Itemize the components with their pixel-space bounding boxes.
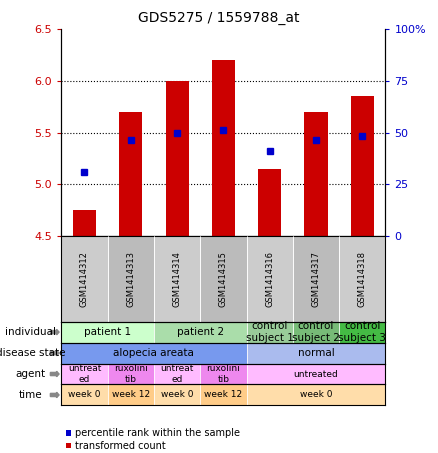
Text: GSM1414317: GSM1414317: [311, 251, 321, 307]
Bar: [119, 112, 142, 236]
Text: patient 2: patient 2: [177, 327, 224, 337]
Text: week 0: week 0: [68, 390, 101, 400]
Text: ruxolini
tib: ruxolini tib: [114, 364, 148, 384]
Text: GSM1414318: GSM1414318: [358, 251, 367, 307]
Text: GDS5275 / 1559788_at: GDS5275 / 1559788_at: [138, 11, 300, 25]
Bar: [258, 169, 281, 236]
Text: untreat
ed: untreat ed: [68, 364, 101, 384]
Text: GSM1414312: GSM1414312: [80, 251, 89, 307]
Bar: [351, 96, 374, 236]
Text: transformed count: transformed count: [75, 441, 166, 451]
Text: ruxolini
tib: ruxolini tib: [206, 364, 240, 384]
Text: untreated: untreated: [293, 370, 339, 379]
Text: control
subject 3: control subject 3: [338, 321, 386, 343]
Text: week 12: week 12: [112, 390, 150, 400]
Bar: [166, 81, 189, 236]
Text: individual: individual: [5, 327, 56, 337]
Text: disease state: disease state: [0, 348, 65, 358]
Text: control
subject 2: control subject 2: [292, 321, 340, 343]
Bar: [304, 112, 328, 236]
Bar: [73, 210, 96, 236]
Text: normal: normal: [297, 348, 334, 358]
Text: week 0: week 0: [161, 390, 193, 400]
Text: GSM1414316: GSM1414316: [265, 251, 274, 307]
Text: patient 1: patient 1: [84, 327, 131, 337]
Text: week 12: week 12: [204, 390, 243, 400]
Bar: [212, 60, 235, 236]
Text: control
subject 1: control subject 1: [246, 321, 293, 343]
Text: agent: agent: [16, 369, 46, 379]
Text: percentile rank within the sample: percentile rank within the sample: [75, 428, 240, 438]
Text: untreat
ed: untreat ed: [160, 364, 194, 384]
Text: GSM1414314: GSM1414314: [173, 251, 182, 307]
Text: alopecia areata: alopecia areata: [113, 348, 194, 358]
Text: GSM1414315: GSM1414315: [219, 251, 228, 307]
Text: GSM1414313: GSM1414313: [126, 251, 135, 307]
Text: week 0: week 0: [300, 390, 332, 400]
Text: time: time: [19, 390, 42, 400]
